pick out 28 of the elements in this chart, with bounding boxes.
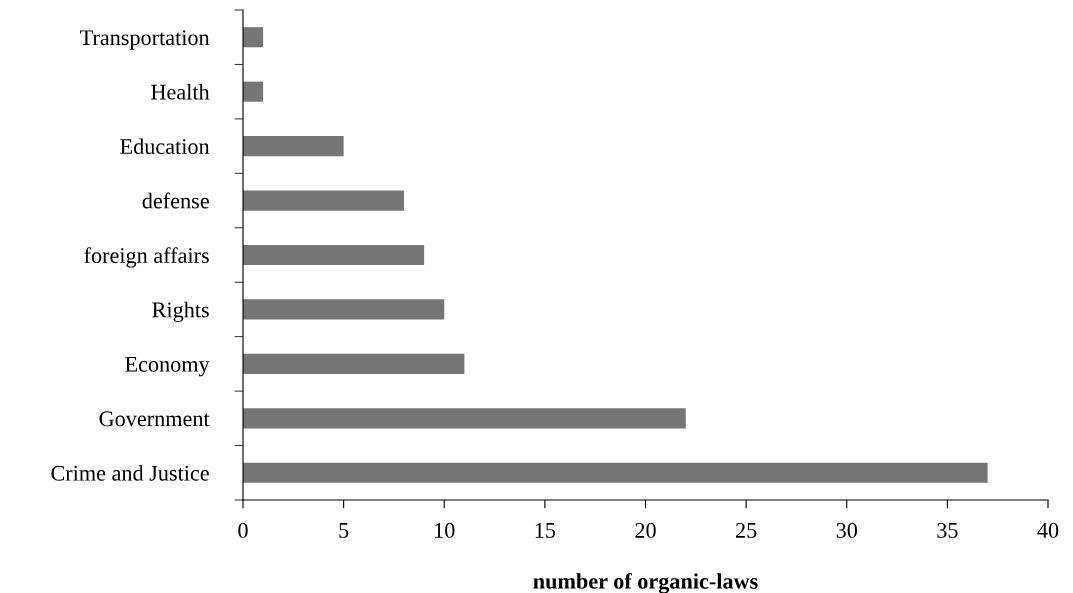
y-tick-label: Government: [99, 411, 210, 427]
y-tick-label: defense: [142, 192, 209, 209]
x-tick-label: 15: [535, 522, 556, 538]
x-tick-label: 35: [937, 522, 958, 538]
bar: [243, 81, 264, 102]
y-tick-label: Transportation: [80, 30, 210, 50]
y-tick-label: Health: [151, 83, 210, 100]
x-tick-label: 25: [735, 522, 757, 538]
y-tick-label: Economy: [125, 357, 210, 377]
bar: [243, 190, 404, 211]
x-tick-label: 0: [238, 522, 248, 538]
x-tick-label: 10: [435, 522, 455, 538]
x-tick-label: 30: [836, 522, 858, 538]
bar: [243, 244, 425, 266]
bar: [243, 353, 465, 374]
y-tick-label: Rights: [152, 301, 209, 322]
bar: [243, 462, 988, 483]
y-tick-label: Crime and Justice: [51, 465, 209, 481]
x-tick-label: 20: [635, 522, 656, 538]
bar: [243, 27, 264, 48]
bar: [243, 408, 686, 429]
y-tick-label: Education: [120, 138, 210, 155]
x-tick-label: 40: [1037, 522, 1059, 538]
y-tick-label: foreign affairs: [84, 247, 209, 268]
x-tick-label: 5: [339, 523, 349, 538]
bar: [243, 299, 445, 320]
bar: [243, 136, 344, 157]
x-axis-title: number of organic-laws: [533, 572, 758, 593]
